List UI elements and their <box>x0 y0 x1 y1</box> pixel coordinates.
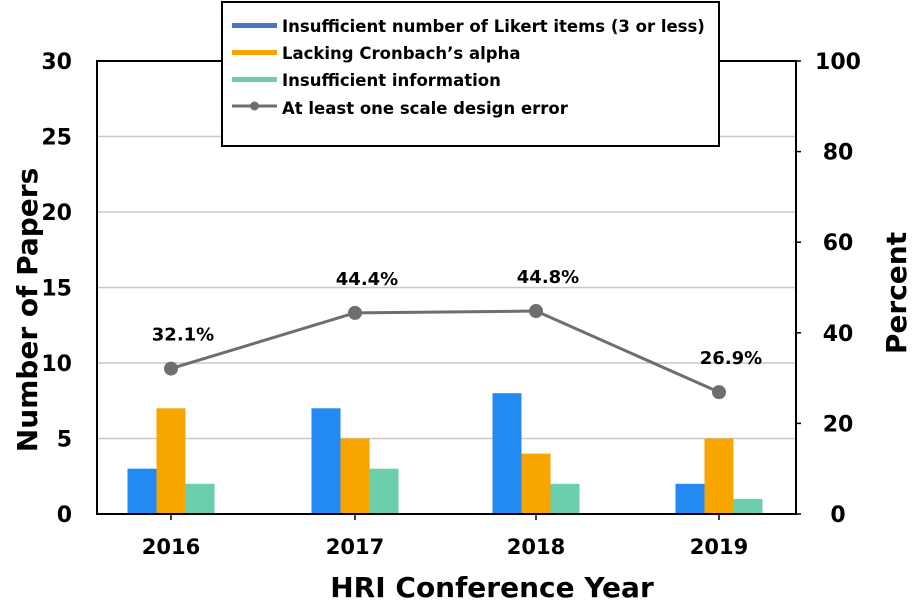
bar-1-2018 <box>492 393 522 514</box>
percent-marker <box>348 305 362 320</box>
y2-tick-label: 0 <box>830 503 845 528</box>
y2-tick-label: 40 <box>823 322 854 347</box>
legend-swatch-cronbach <box>232 50 277 55</box>
legend-swatch-error-marker <box>250 101 259 111</box>
y2-tick-label: 100 <box>815 50 861 75</box>
bar-2-2016 <box>156 408 186 514</box>
bar-2-2019 <box>704 438 734 514</box>
legend-label-likert: Insufficient number of Likert items (3 o… <box>282 17 705 36</box>
x-tick-label: 2017 <box>326 535 384 559</box>
bar-3-2019 <box>733 498 763 514</box>
x-axis-title: HRI Conference Year <box>330 571 654 604</box>
y2-tick-label: 60 <box>823 231 854 256</box>
y2-tick-label: 80 <box>823 141 854 166</box>
bar-3-2018 <box>550 483 580 514</box>
legend-label-info: Insufficient information <box>282 71 501 90</box>
x-tick-label: 2019 <box>690 535 748 559</box>
y-tick-label: 5 <box>57 428 72 453</box>
percent-data-label: 26.9% <box>700 348 762 369</box>
y-tick-label: 10 <box>41 352 72 377</box>
bar-2-2018 <box>521 453 551 514</box>
x-axis-ticks: 2016 2017 2018 2019 <box>142 514 748 559</box>
percent-marker <box>712 385 726 400</box>
y-axis-title: Number of Papers <box>11 168 44 452</box>
bar-1-2017 <box>311 408 341 514</box>
percent-line-path <box>170 309 720 394</box>
percent-marker <box>164 361 178 376</box>
gridlines <box>97 135 796 440</box>
right-axis-ticks: 0 20 40 60 80 100 <box>795 50 861 528</box>
legend-swatch-likert <box>232 23 277 28</box>
legend-label-error: At least one scale design error <box>282 99 569 118</box>
percent-data-label: 44.8% <box>517 267 579 288</box>
bar-2-2017 <box>340 438 370 514</box>
bar-1-2016 <box>127 468 157 514</box>
legend-box <box>221 1 720 147</box>
left-axis-ticks: 0 5 10 15 20 25 30 <box>41 50 72 528</box>
y2-axis-title: Percent <box>880 232 913 354</box>
legend: Insufficient number of Likert items (3 o… <box>221 1 720 147</box>
y-tick-label: 0 <box>57 503 72 528</box>
bar-1-2019 <box>675 483 705 514</box>
bar-3-2016 <box>185 483 215 514</box>
y2-tick-label: 20 <box>823 412 854 437</box>
bar-3-2017 <box>369 468 399 514</box>
percent-marker <box>529 304 543 319</box>
legend-swatch-info <box>232 77 277 82</box>
percent-line: 32.1% 44.4% 44.8% 26.9% <box>152 267 762 400</box>
percent-data-label: 44.4% <box>336 269 398 290</box>
y-tick-label: 20 <box>41 201 72 226</box>
x-tick-label: 2018 <box>507 535 565 559</box>
legend-label-cronbach: Lacking Cronbach’s alpha <box>282 44 520 63</box>
percent-data-label: 32.1% <box>152 325 214 346</box>
x-tick-label: 2016 <box>142 535 200 559</box>
y-tick-label: 25 <box>41 126 72 151</box>
y-tick-label: 30 <box>41 50 72 75</box>
y-tick-label: 15 <box>41 277 72 302</box>
bars <box>127 393 763 514</box>
